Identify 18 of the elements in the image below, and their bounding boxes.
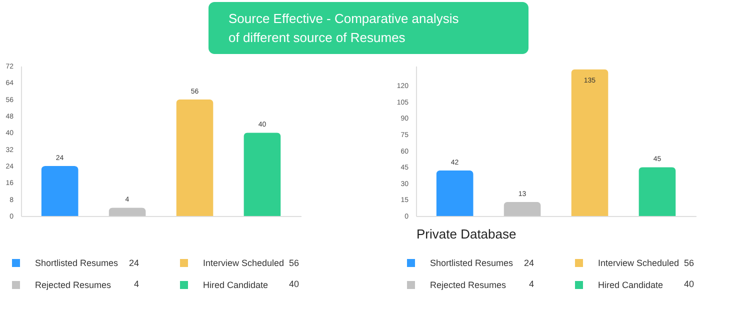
text: 4 (134, 279, 139, 289)
legend-label: Hired Candidate (203, 280, 268, 290)
legend-label: Hired Candidate (598, 280, 664, 290)
text: 40 (684, 279, 694, 289)
legend-label: Interview Scheduled (203, 258, 284, 268)
legend-label: Interview Scheduled (598, 258, 680, 268)
text: 56 (288, 258, 299, 268)
legend-label: Rejected Resumes (430, 280, 507, 290)
legend-label: Rejected Resumes (35, 280, 112, 290)
x-axis-title: Private Database (416, 226, 516, 242)
legend-label: Shortlisted Resumes (430, 258, 514, 268)
text: 24 (128, 258, 139, 268)
text: 56 (684, 258, 694, 268)
text: 40 (288, 279, 299, 289)
text: 24 (524, 258, 534, 268)
legend-label: Shortlisted Resumes (35, 258, 119, 268)
text: Source Effective - Comparative analysis of different source of Resumes (228, 11, 460, 45)
text: 4 (528, 279, 534, 289)
